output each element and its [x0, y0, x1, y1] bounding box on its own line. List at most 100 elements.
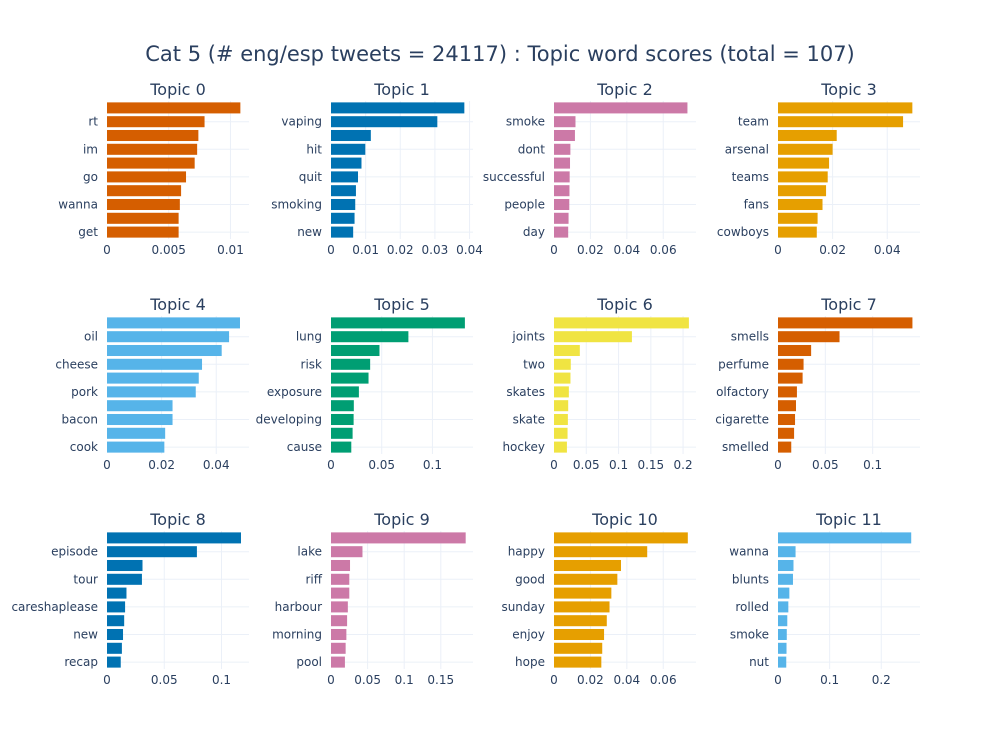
- x-tick-label: 0.2: [872, 673, 891, 687]
- x-tick-label: 0: [103, 458, 111, 472]
- bar: [554, 587, 612, 599]
- y-tick-label: successful: [483, 170, 545, 184]
- x-tick-label: 0: [327, 458, 335, 472]
- bar: [554, 358, 571, 370]
- y-tick-label: day: [523, 225, 545, 239]
- y-tick-label: skate: [513, 413, 545, 427]
- x-tick-label: 0.05: [573, 458, 600, 472]
- bar: [107, 400, 173, 412]
- bar: [107, 129, 199, 142]
- bar: [778, 656, 787, 668]
- y-tick-label: hockey: [502, 440, 545, 454]
- x-tick-label: 0.04: [613, 243, 640, 257]
- topic-panel-7: smells perfume olfactory cigarette smelled 0 0…: [715, 295, 920, 472]
- bar: [107, 116, 205, 128]
- bar: [331, 386, 359, 398]
- y-tick-label: arsenal: [725, 142, 769, 156]
- y-tick-label: teams: [732, 170, 769, 184]
- x-tick-label: 0.2: [674, 458, 693, 472]
- bar: [107, 226, 179, 238]
- bar: [331, 157, 362, 169]
- bar: [107, 441, 165, 453]
- y-tick-label: people: [504, 198, 545, 212]
- y-tick-label: nut: [749, 655, 769, 669]
- x-tick-label: 0.05: [368, 458, 395, 472]
- bar: [554, 372, 571, 384]
- bar: [107, 157, 195, 169]
- bar: [554, 226, 569, 238]
- bar: [554, 615, 607, 627]
- bar: [554, 185, 570, 197]
- bar: [331, 413, 354, 426]
- x-tick-label: 0.02: [148, 458, 175, 472]
- y-tick-label: lung: [296, 330, 322, 344]
- bar: [778, 601, 789, 613]
- bar: [778, 116, 904, 128]
- bar: [331, 441, 352, 453]
- bar: [331, 226, 354, 238]
- bar: [107, 143, 198, 155]
- bar: [331, 212, 355, 224]
- y-tick-label: sunday: [501, 600, 545, 614]
- bar: [331, 116, 438, 128]
- x-tick-label: 0.1: [212, 673, 231, 687]
- bar: [331, 642, 346, 654]
- bar: [554, 102, 688, 114]
- bar: [778, 587, 790, 599]
- y-tick-label: go: [83, 170, 98, 184]
- y-tick-label: pork: [71, 385, 98, 399]
- y-tick-label: team: [738, 115, 769, 129]
- y-tick-label: cook: [70, 440, 98, 454]
- y-tick-label: smells: [731, 330, 769, 344]
- bar: [331, 573, 350, 585]
- topic-panel-title: Topic 9: [373, 510, 430, 529]
- topic-panel-4: oil cheese pork bacon cook 0 0.02 0.04 Topic 4: [55, 295, 249, 472]
- bar: [554, 116, 576, 128]
- bar: [778, 157, 830, 169]
- y-tick-label: oil: [84, 330, 98, 344]
- y-tick-label: cowboys: [717, 225, 769, 239]
- topic-panel-title: Topic 11: [815, 510, 882, 529]
- x-tick-label: 0.01: [352, 243, 379, 257]
- bar: [331, 372, 369, 384]
- bar: [331, 358, 371, 370]
- x-tick-label: 0.1: [423, 458, 442, 472]
- bar: [331, 331, 409, 343]
- bar: [107, 413, 173, 426]
- y-tick-label: smoke: [506, 115, 545, 129]
- bar: [778, 143, 833, 155]
- topic-panel-title: Topic 7: [820, 295, 877, 314]
- topic-panel-title: Topic 6: [596, 295, 653, 314]
- topic-panel-title: Topic 3: [820, 80, 877, 99]
- bar: [554, 546, 648, 558]
- y-tick-label: recap: [64, 655, 98, 669]
- y-tick-label: lake: [297, 545, 322, 559]
- x-tick-label: 0.1: [820, 673, 839, 687]
- bar: [554, 331, 632, 343]
- bar: [778, 198, 823, 211]
- x-tick-label: 0.02: [577, 243, 604, 257]
- bar: [107, 317, 240, 329]
- bar: [107, 386, 196, 398]
- x-tick-label: 0.02: [387, 243, 414, 257]
- bar: [331, 317, 465, 329]
- bar: [554, 532, 688, 544]
- y-tick-label: blunts: [732, 572, 769, 586]
- bar: [331, 102, 465, 114]
- bar: [331, 559, 351, 572]
- bar: [107, 642, 122, 654]
- topic-panel-title: Topic 10: [591, 510, 658, 529]
- bar: [554, 642, 603, 654]
- topic-panel-10: happy good sunday enjoy hope 0 0.02 0.04 0.06 Top…: [501, 510, 696, 687]
- x-tick-label: 0.02: [819, 243, 846, 257]
- bar: [331, 185, 356, 197]
- y-tick-label: pool: [296, 655, 322, 669]
- bar: [554, 129, 575, 142]
- bar: [778, 171, 828, 183]
- y-tick-label: cheese: [55, 357, 98, 371]
- x-tick-label: 0.06: [650, 243, 677, 257]
- bar: [778, 628, 787, 641]
- bar: [778, 344, 812, 357]
